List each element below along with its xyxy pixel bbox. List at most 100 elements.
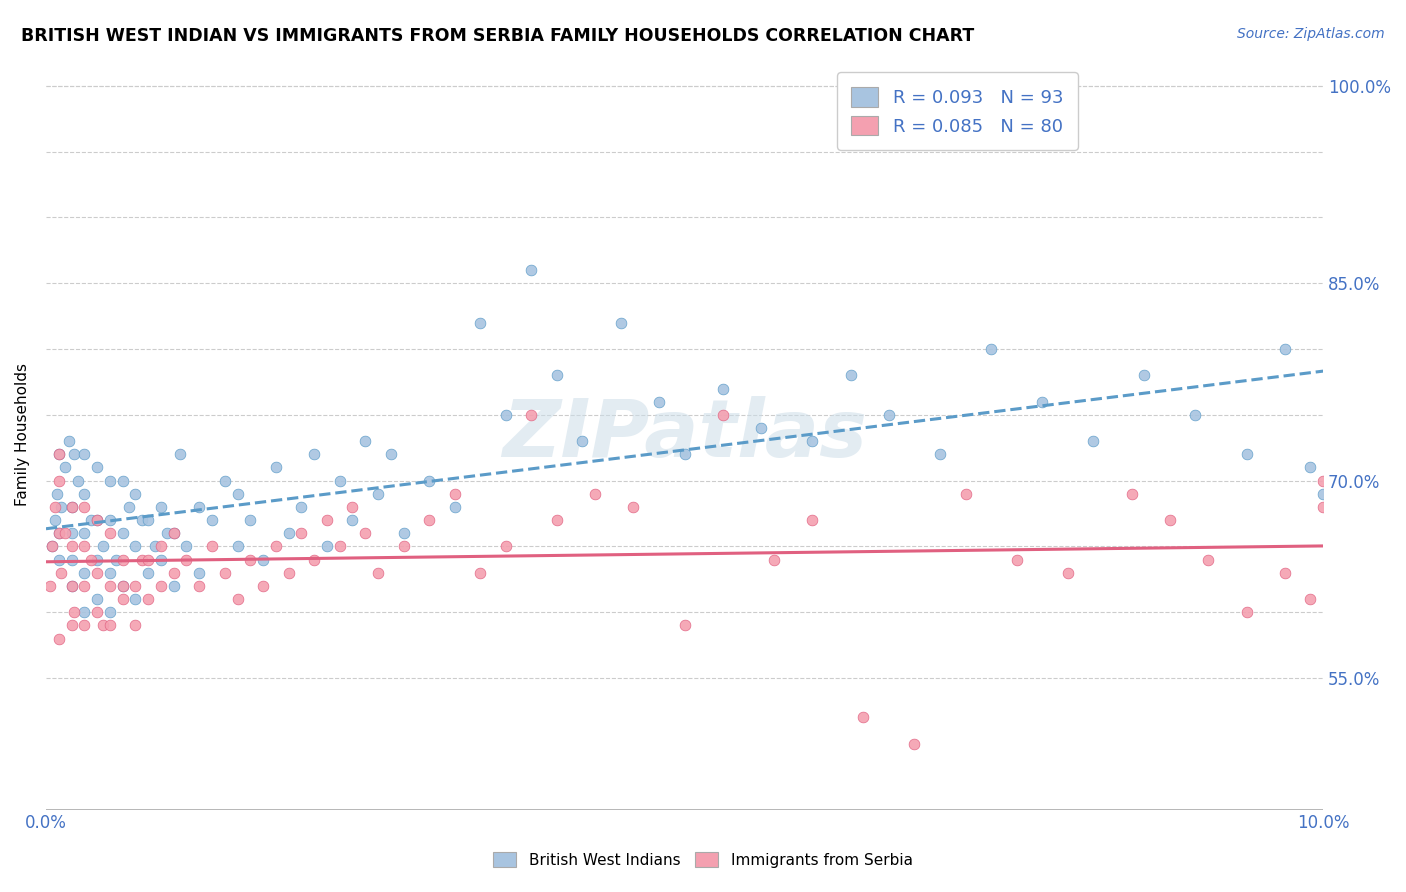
Point (380, 447, 402, 461)
Point (86, 513, 108, 527)
Text: Source: ZipAtlas.com: Source: ZipAtlas.com (1237, 27, 1385, 41)
Point (73, 487, 96, 501)
Point (571, 434, 593, 449)
Point (852, 710, 875, 724)
Point (903, 737, 925, 751)
Point (1299, 460, 1322, 475)
Point (66, 474, 89, 488)
Point (136, 566, 159, 580)
Point (44, 513, 66, 527)
Point (546, 368, 568, 383)
Point (73, 618, 96, 632)
Point (329, 474, 352, 488)
Point (392, 526, 415, 541)
Point (609, 316, 631, 330)
Point (673, 618, 696, 632)
Point (342, 500, 364, 514)
Point (1121, 487, 1143, 501)
Point (60, 540, 83, 554)
Point (73, 579, 96, 593)
Point (277, 526, 299, 541)
Point (316, 540, 339, 554)
Point (60, 579, 83, 593)
Point (443, 487, 465, 501)
Point (673, 447, 696, 461)
Point (163, 526, 186, 541)
Point (86, 460, 108, 475)
Point (60, 500, 83, 514)
Point (124, 618, 146, 632)
Point (252, 579, 274, 593)
Point (60, 579, 83, 593)
Point (623, 500, 645, 514)
Point (955, 487, 977, 501)
Point (1005, 552, 1028, 566)
Point (41, 540, 63, 554)
Point (53, 526, 76, 541)
Point (48, 632, 70, 646)
Point (111, 579, 134, 593)
Point (73, 447, 96, 461)
Point (111, 526, 134, 541)
Point (111, 474, 134, 488)
Point (252, 552, 274, 566)
Point (163, 566, 186, 580)
Point (73, 500, 96, 514)
Point (98, 618, 121, 632)
Point (60, 526, 83, 541)
Point (201, 540, 224, 554)
Point (648, 394, 671, 409)
Point (58, 434, 80, 449)
Point (201, 513, 224, 527)
Point (136, 552, 159, 566)
Point (1056, 566, 1078, 580)
Point (149, 500, 172, 514)
Point (520, 263, 543, 277)
Point (73, 605, 96, 619)
Point (290, 500, 312, 514)
Point (149, 579, 172, 593)
Point (1184, 408, 1206, 422)
Point (418, 474, 440, 488)
Point (124, 579, 146, 593)
Point (86, 566, 108, 580)
Point (316, 513, 339, 527)
Point (1236, 447, 1258, 461)
Point (214, 566, 236, 580)
Legend: British West Indians, Immigrants from Serbia: British West Indians, Immigrants from Se… (485, 844, 921, 875)
Point (124, 487, 146, 501)
Point (73, 566, 96, 580)
Point (98, 566, 121, 580)
Point (44, 500, 66, 514)
Point (367, 566, 389, 580)
Point (98, 474, 121, 488)
Point (239, 513, 262, 527)
Point (86, 605, 108, 619)
Point (118, 500, 141, 514)
Point (1083, 434, 1105, 449)
Point (1299, 592, 1322, 607)
Point (367, 487, 389, 501)
Point (111, 579, 134, 593)
Point (51, 500, 73, 514)
Point (1236, 605, 1258, 619)
Point (98, 513, 121, 527)
Y-axis label: Family Households: Family Households (15, 363, 30, 506)
Point (1312, 474, 1334, 488)
Point (302, 552, 325, 566)
Point (73, 540, 96, 554)
Point (60, 618, 83, 632)
Point (38, 579, 60, 593)
Text: ZIPatlas: ZIPatlas (502, 395, 868, 474)
Point (86, 592, 108, 607)
Point (342, 513, 364, 527)
Point (51, 566, 73, 580)
Point (1031, 394, 1053, 409)
Point (329, 540, 352, 554)
Point (176, 540, 198, 554)
Point (1312, 500, 1334, 514)
Point (131, 552, 153, 566)
Point (149, 540, 172, 554)
Point (1274, 342, 1296, 356)
Point (839, 368, 862, 383)
